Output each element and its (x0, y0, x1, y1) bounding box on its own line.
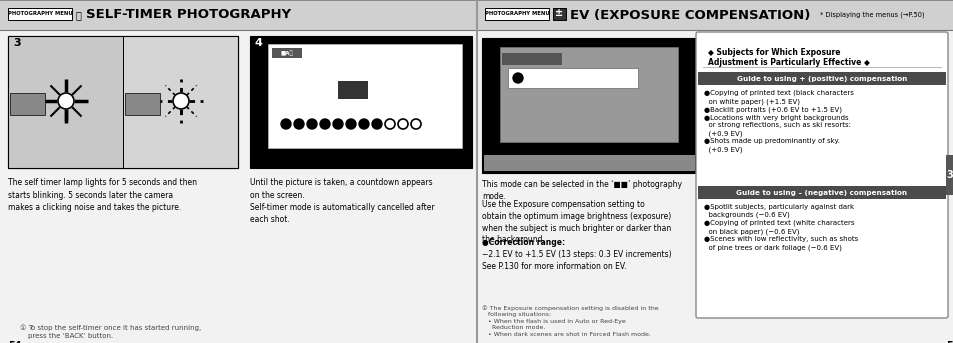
Text: Until the picture is taken, a countdown appears
on the screen.
Self-timer mode i: Until the picture is taken, a countdown … (250, 178, 435, 225)
Bar (8, 36, 123, 168)
Text: ⌛: ⌛ (543, 158, 548, 167)
Bar (483, 155, 695, 171)
Text: ◆ Subjects for Which Exposure: ◆ Subjects for Which Exposure (707, 48, 840, 57)
Bar (501, 53, 561, 65)
Text: * Displaying the menus (→P.50): * Displaying the menus (→P.50) (820, 12, 923, 18)
Circle shape (346, 119, 355, 129)
Text: ●Correction range:: ●Correction range: (481, 238, 564, 247)
Circle shape (281, 119, 291, 129)
Text: ●Copying of printed text (black characters
  on white paper) (+1.5 EV)
●Backlit : ●Copying of printed text (black characte… (703, 90, 853, 153)
Bar (250, 36, 472, 168)
Bar (8, 36, 237, 168)
Text: ⌛: ⌛ (76, 10, 82, 20)
Text: To stop the self-timer once it has started running,
press the ‘BACK’ button.: To stop the self-timer once it has start… (28, 325, 201, 339)
Bar (499, 47, 678, 142)
Bar (507, 68, 638, 88)
Text: SELF-TIMER PHOTOGRAPHY: SELF-TIMER PHOTOGRAPHY (86, 9, 291, 22)
Text: ▦: ▦ (608, 158, 615, 167)
Text: 4: 4 (254, 38, 263, 48)
Bar (10, 93, 45, 115)
Bar (8, 36, 237, 168)
Text: 55: 55 (945, 341, 953, 343)
Bar (484, 8, 548, 20)
Text: ±: ± (555, 9, 563, 19)
Text: ◄: ◄ (498, 158, 504, 167)
Text: Guide to using – (negative) compensation: Guide to using – (negative) compensation (736, 189, 906, 196)
Bar (553, 8, 565, 20)
Text: PHOTOGRAPHY MENU: PHOTOGRAPHY MENU (8, 11, 72, 16)
Bar (272, 48, 302, 58)
Bar (8, 8, 71, 20)
Bar (476, 0, 953, 30)
Text: Use the Exposure compensation setting to
obtain the optimum image brightness (ex: Use the Exposure compensation setting to… (481, 200, 671, 245)
Text: Guide to using + (positive) compensation: Guide to using + (positive) compensation (736, 75, 906, 82)
Text: ●Spotlit subjects, particularly against dark
  backgrounds (−0.6 EV)
●Copying of: ●Spotlit subjects, particularly against … (703, 204, 858, 251)
Bar (0, 0, 476, 30)
Text: 3: 3 (13, 38, 21, 48)
Text: ✹: ✹ (520, 158, 527, 167)
Circle shape (333, 119, 343, 129)
Text: 3: 3 (945, 170, 952, 180)
Text: The self timer lamp lights for 5 seconds and then
starts blinking. 5 seconds lat: The self timer lamp lights for 5 seconds… (8, 178, 196, 212)
Circle shape (319, 119, 330, 129)
Bar (268, 44, 461, 148)
Text: EV (EXPOSURE COMPENSATION): EV (EXPOSURE COMPENSATION) (569, 9, 809, 22)
Bar (125, 93, 160, 115)
Text: ① The Exposure compensation setting is disabled in the
   following situations:
: ① The Exposure compensation setting is d… (481, 305, 658, 337)
Bar (337, 81, 368, 99)
Text: ±: ± (564, 158, 571, 167)
Text: ①: ① (20, 325, 27, 331)
Bar (698, 186, 945, 199)
Circle shape (358, 119, 369, 129)
Bar (0, 0, 476, 343)
Text: Adjustment is Particularly Effective ◆: Adjustment is Particularly Effective ◆ (707, 58, 869, 67)
Circle shape (58, 93, 74, 109)
Text: □: □ (586, 158, 593, 167)
Bar (476, 0, 953, 343)
Text: −2.1 EV to +1.5 EV (13 steps: 0.3 EV increments)
See P.130 for more information : −2.1 EV to +1.5 EV (13 steps: 0.3 EV inc… (481, 250, 671, 271)
FancyBboxPatch shape (696, 32, 947, 318)
Circle shape (294, 119, 304, 129)
Text: ■A⌛: ■A⌛ (280, 50, 294, 56)
Circle shape (307, 119, 316, 129)
Circle shape (172, 93, 189, 109)
Bar (945, 155, 953, 195)
Bar (698, 72, 945, 85)
Circle shape (513, 73, 522, 83)
Text: PHOTOGRAPHY MENU: PHOTOGRAPHY MENU (484, 11, 549, 16)
Bar (123, 36, 237, 168)
Text: 54: 54 (8, 341, 22, 343)
Text: This mode can be selected in the ‘■■’ photography
mode.: This mode can be selected in the ‘■■’ ph… (481, 180, 681, 201)
Circle shape (372, 119, 381, 129)
Bar (481, 38, 697, 173)
